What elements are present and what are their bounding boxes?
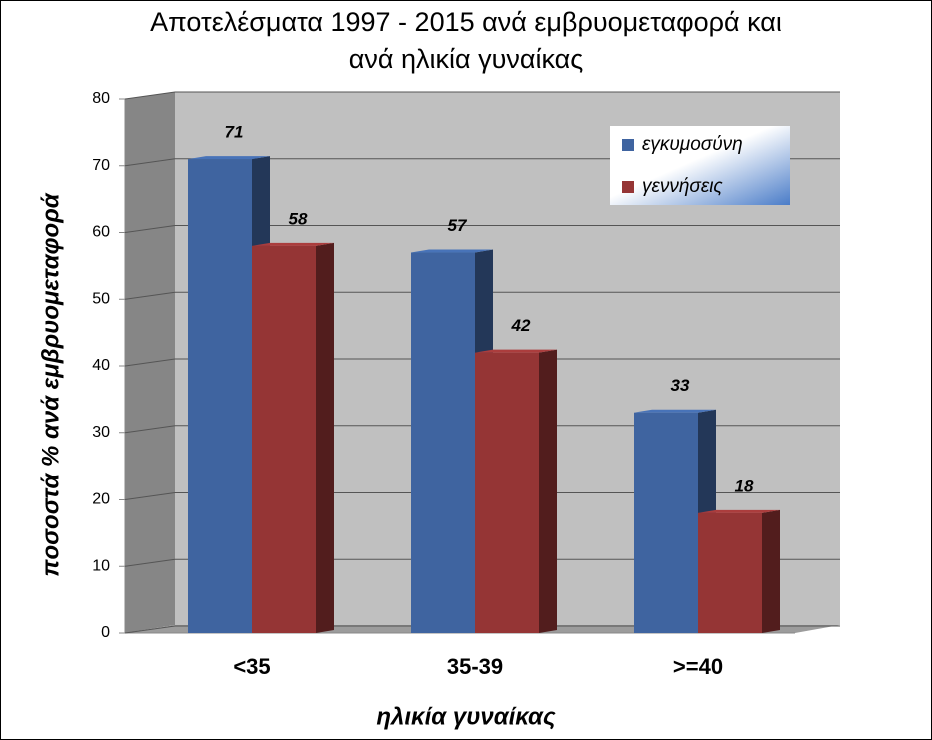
grid-line	[124, 158, 176, 167]
bar-top	[475, 349, 557, 353]
grid-line	[124, 625, 176, 634]
y-tick-label: 70	[92, 157, 110, 174]
bar-side	[762, 509, 780, 633]
x-tick-label: >=40	[673, 654, 723, 679]
bar	[188, 159, 252, 633]
bar	[411, 252, 475, 633]
value-label: 33	[671, 376, 690, 395]
legend	[610, 126, 790, 205]
value-label: 42	[511, 316, 531, 335]
y-tick-label: 30	[92, 424, 110, 441]
y-tick-label: 80	[92, 90, 110, 107]
bar-top	[411, 249, 493, 253]
bar	[634, 412, 698, 633]
legend-swatch	[622, 181, 634, 193]
bar-top	[634, 409, 716, 413]
chart-title: Αποτελέσματα 1997 - 2015 ανά εμβρυομεταφ…	[150, 7, 782, 37]
legend-label: εγκυμοσύνη	[642, 134, 743, 155]
y-tick-label: 50	[92, 290, 110, 307]
value-label: 18	[735, 476, 754, 495]
y-tick-label: 0	[101, 624, 110, 641]
x-axis-title: ηλικία γυναίκας	[376, 703, 555, 730]
value-label: 58	[289, 209, 308, 228]
bar-top	[252, 242, 334, 246]
x-tick-label: 35-39	[447, 654, 503, 679]
bar	[252, 245, 316, 633]
y-tick-label: 60	[92, 224, 110, 241]
bar-side	[539, 349, 557, 633]
chart-title: ανά ηλικία γυναίκας	[349, 44, 584, 74]
y-tick-label: 20	[92, 491, 110, 508]
value-label: 71	[225, 123, 244, 142]
bar-top	[698, 509, 780, 513]
grid-line	[124, 225, 176, 233]
grid-line	[124, 425, 176, 434]
grid-line	[124, 558, 176, 567]
y-axis-title: ποσοστά % ανά εμβρυομεταφορά	[37, 192, 64, 576]
bar	[698, 512, 762, 633]
bar-top	[188, 156, 270, 160]
y-tick-label: 10	[92, 557, 110, 574]
grid-line	[124, 492, 176, 500]
plot: 71 57 33 58 42 18	[124, 91, 840, 634]
y-tick-label: 40	[92, 357, 110, 374]
grid-line	[124, 358, 176, 367]
x-tick-label: <35	[233, 654, 270, 679]
bar-side	[316, 242, 334, 633]
legend-label: γεννήσεις	[642, 176, 723, 197]
legend-swatch	[622, 139, 634, 151]
bar	[475, 352, 539, 633]
value-label: 57	[448, 216, 468, 235]
grid-line	[124, 291, 176, 300]
grid-line	[124, 91, 176, 100]
